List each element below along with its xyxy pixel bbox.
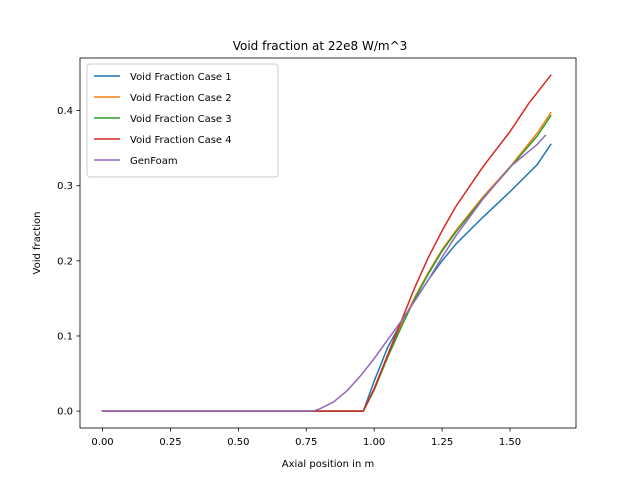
y-tick-label: 0.3 bbox=[57, 181, 73, 192]
legend-box bbox=[86, 63, 279, 178]
x-axis-label: Axial position in m bbox=[282, 459, 374, 470]
x-tick-label: 0.50 bbox=[227, 437, 249, 448]
x-tick-label: 0.25 bbox=[159, 437, 181, 448]
plot-lines bbox=[101, 74, 552, 412]
legend-label-5: GenFoam bbox=[130, 156, 178, 167]
y-axis-label: Void fraction bbox=[32, 212, 43, 275]
y-axis: 0.0 0.1 0.2 0.3 0.4 bbox=[57, 106, 80, 418]
x-axis: 0.00 0.25 0.50 0.75 1.00 1.25 1.50 bbox=[91, 428, 521, 448]
y-tick-label: 0.2 bbox=[57, 256, 73, 267]
y-tick-label: 0.1 bbox=[57, 331, 73, 342]
plot-frame bbox=[79, 57, 577, 429]
x-tick-label: 1.00 bbox=[363, 437, 385, 448]
y-tick-label: 0.4 bbox=[57, 106, 73, 117]
x-tick-label: 0.75 bbox=[295, 437, 317, 448]
legend-label-1: Void Fraction Case 1 bbox=[130, 72, 232, 83]
x-tick-label: 1.25 bbox=[431, 437, 453, 448]
legend-label-3: Void Fraction Case 3 bbox=[130, 114, 232, 125]
legend-label-4: Void Fraction Case 4 bbox=[130, 135, 232, 146]
series-line-1 bbox=[101, 143, 552, 412]
series-line-5 bbox=[101, 134, 547, 412]
legend-label-2: Void Fraction Case 2 bbox=[130, 93, 232, 104]
y-tick-label: 0.0 bbox=[57, 407, 73, 418]
x-tick-label: 0.00 bbox=[91, 437, 113, 448]
chart-title: Void fraction at 22e8 W/m^3 bbox=[233, 39, 408, 53]
x-tick-label: 1.50 bbox=[499, 437, 521, 448]
legend: Void Fraction Case 1 Void Fraction Case 2… bbox=[86, 63, 279, 178]
